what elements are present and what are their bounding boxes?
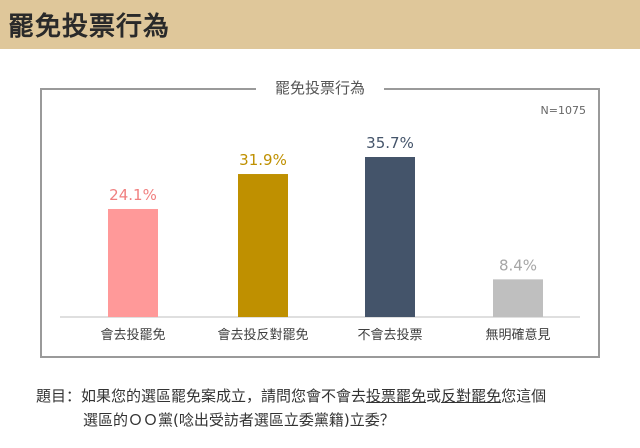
header-bar: 罷免投票行為	[0, 0, 640, 49]
bar-4	[493, 279, 543, 317]
category-label-4: 無明確意見	[485, 327, 550, 343]
question-line1-c: 您這個	[501, 387, 547, 405]
category-label-3: 不會去投票	[357, 327, 422, 343]
page-title: 罷免投票行為	[8, 12, 171, 42]
question-prefix: 題目：	[36, 387, 82, 405]
category-label-1: 會去投罷免	[100, 327, 165, 343]
data-label-1: 24.1%	[109, 186, 157, 204]
question-line1-a: 如果您的選區罷免案成立，請問您會不會去	[81, 387, 367, 405]
bar-2	[238, 174, 288, 317]
bar-chart: 24.1% 會去投罷免 31.9% 會去投反對罷免 35.7% 不會去投票 8.4% 無明確意…	[60, 134, 580, 343]
question-line1-b: 或	[426, 387, 442, 405]
data-label-4: 8.4%	[499, 256, 537, 274]
question-text: 題目：如果您的選區罷免案成立，請問您會不會去投票罷免或反對罷免您這個 選區的ＯＯ…	[36, 384, 636, 432]
data-label-3: 35.7%	[366, 134, 414, 152]
question-underline-vote-recall: 投票罷免	[366, 387, 427, 405]
bar-1	[108, 208, 158, 317]
bar-3	[365, 157, 415, 317]
question-underline-oppose-recall: 反對罷免	[441, 387, 502, 405]
chart-title: 罷免投票行為	[256, 76, 384, 100]
question-line2: 選區的ＯＯ黨(唸出受訪者選區立委黨籍)立委？	[83, 411, 395, 429]
sample-size-note: N=1075	[540, 104, 586, 117]
data-label-2: 31.9%	[239, 151, 287, 169]
category-label-2: 會去投反對罷免	[217, 327, 308, 343]
